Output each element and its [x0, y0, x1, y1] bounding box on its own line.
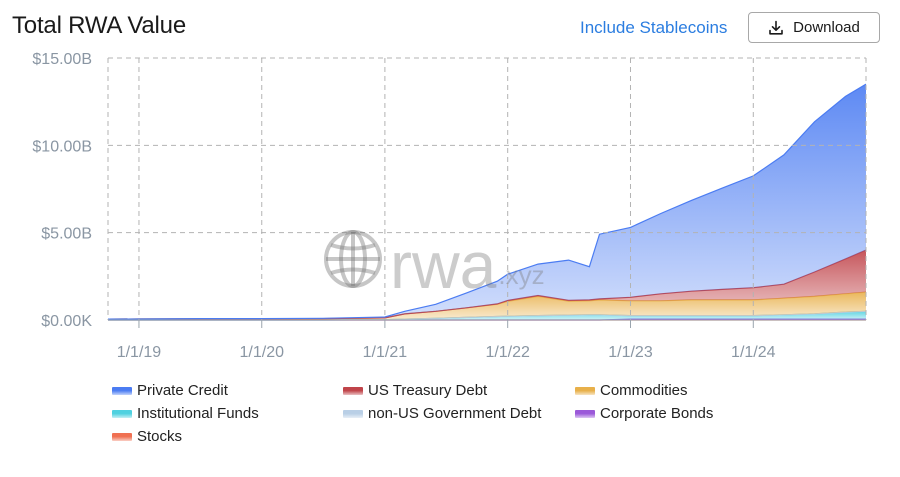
download-label: Download [793, 19, 860, 36]
download-icon [768, 20, 784, 36]
legend-item-institutional-funds[interactable]: Institutional Funds [112, 405, 259, 422]
chart-areas [107, 83, 867, 321]
legend-item-non-us-government-debt[interactable]: non-US Government Debt [343, 405, 541, 422]
x-tick-label: 1/1/20 [240, 344, 285, 361]
x-axis: 1/1/19 1/1/20 1/1/21 1/1/22 1/1/23 1/1/24 [108, 319, 866, 361]
x-tick-label: 1/1/24 [731, 344, 776, 361]
y-tick-label: $0.00K [41, 313, 92, 330]
legend-item-commodities[interactable]: Commodities [575, 382, 688, 399]
legend-swatch [575, 409, 595, 418]
line-private-credit [107, 83, 867, 320]
legend-swatch [112, 386, 132, 395]
legend-item-us-treasury-debt[interactable]: US Treasury Debt [343, 382, 487, 399]
x-tick-label: 1/1/22 [485, 344, 530, 361]
y-tick-label: $15.00B [32, 51, 92, 68]
y-tick-label: $10.00B [32, 138, 92, 155]
legend-label: Stocks [137, 428, 183, 445]
legend-item-stocks[interactable]: Stocks [112, 428, 182, 445]
x-tick-label: 1/1/21 [363, 344, 408, 361]
legend-label: US Treasury Debt [368, 382, 488, 399]
rwa-area-chart: $0.00K$5.00B$10.00B$15.00B 1/1/19 1/1/20 1… [32, 51, 867, 361]
chart-title: Total RWA Value [12, 12, 186, 39]
y-axis: $0.00K $5.00B $10.00B $15.00B [32, 51, 92, 330]
chart-grid [107, 57, 867, 320]
legend-swatch [112, 432, 132, 441]
legend-swatch [112, 409, 132, 418]
legend-swatch [343, 409, 363, 418]
legend-label: Institutional Funds [137, 405, 259, 422]
download-button[interactable]: Download [748, 12, 880, 43]
legend-label: Private Credit [137, 382, 228, 399]
y-tick-label: $5.00B [41, 226, 92, 243]
legend-swatch [343, 386, 363, 395]
legend-label: Corporate Bonds [600, 405, 714, 422]
area-private-credit [108, 84, 866, 320]
x-tick-label: 1/1/19 [117, 344, 162, 361]
legend-swatch [575, 386, 595, 395]
x-tick-label: 1/1/23 [608, 344, 653, 361]
legend-item-private-credit[interactable]: Private Credit [112, 382, 228, 399]
include-stablecoins-link[interactable]: Include Stablecoins [580, 18, 728, 37]
area-institutional-funds [108, 311, 866, 320]
legend-label: non-US Government Debt [368, 405, 542, 422]
legend-label: Commodities [600, 382, 688, 399]
legend-item-corporate-bonds[interactable]: Corporate Bonds [575, 405, 713, 422]
